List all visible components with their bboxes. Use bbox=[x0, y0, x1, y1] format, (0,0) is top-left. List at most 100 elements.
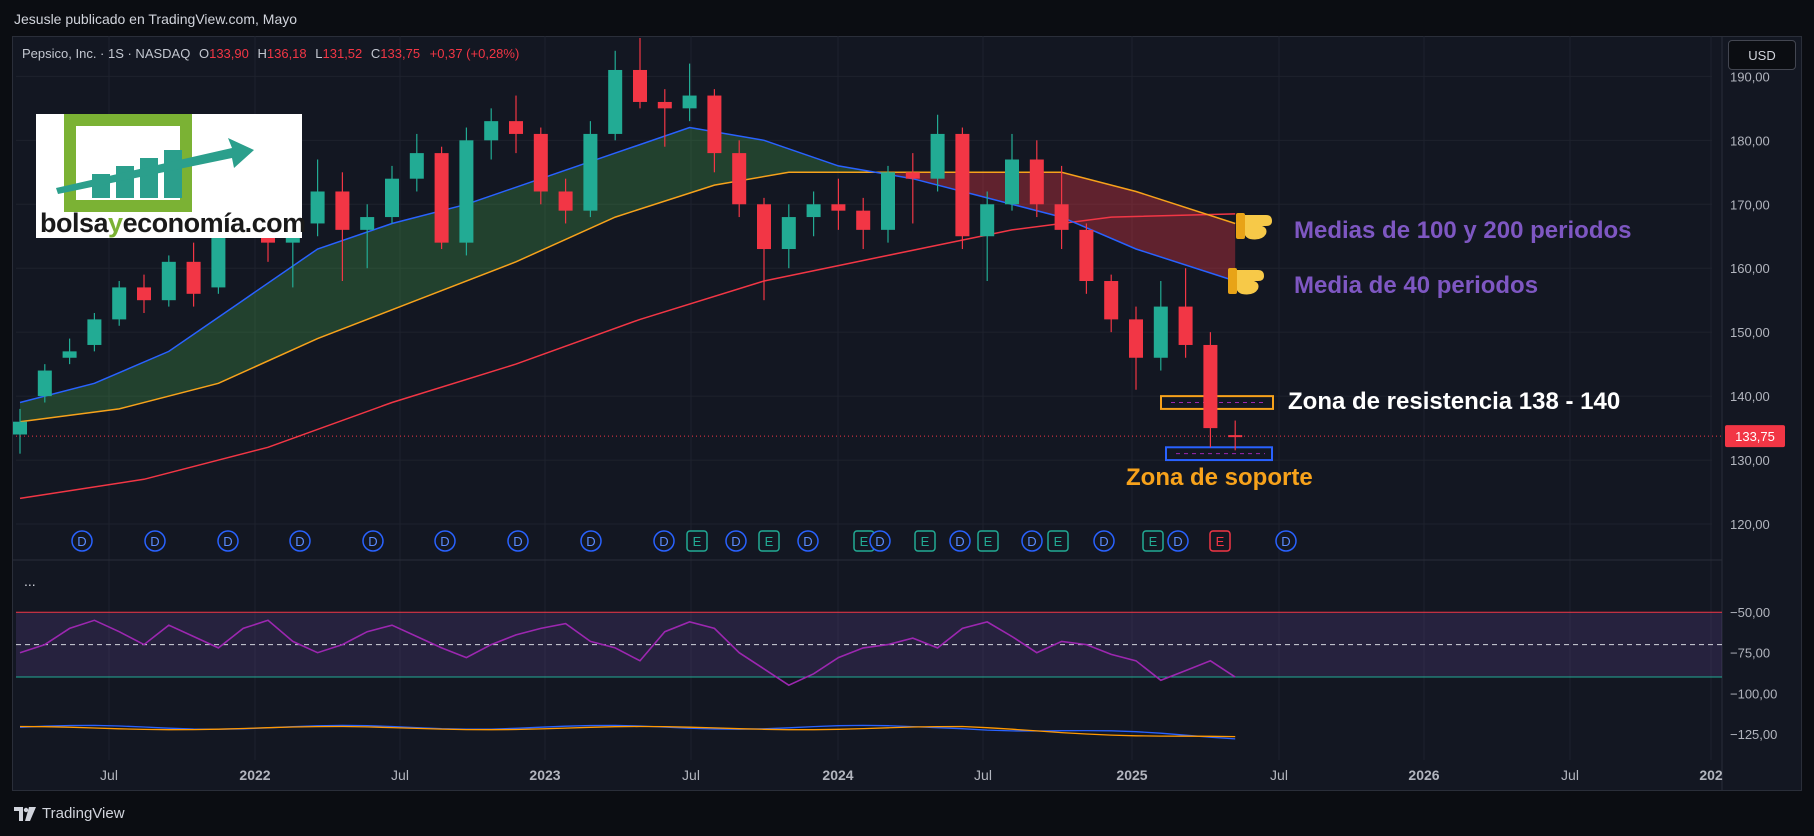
candle-body[interactable] bbox=[459, 140, 474, 243]
candle-body[interactable] bbox=[980, 204, 995, 237]
candle-body[interactable] bbox=[1203, 344, 1218, 429]
candle-body[interactable] bbox=[62, 351, 77, 358]
candle-body[interactable] bbox=[732, 153, 747, 205]
earnings-marker[interactable] bbox=[914, 530, 936, 552]
dividend-marker[interactable] bbox=[434, 530, 456, 552]
dividend-marker[interactable] bbox=[653, 530, 675, 552]
candle-body[interactable] bbox=[112, 287, 127, 320]
candle-body[interactable] bbox=[707, 95, 722, 154]
chart-frame[interactable] bbox=[12, 36, 1802, 791]
dividend-marker[interactable] bbox=[507, 530, 529, 552]
candle-body[interactable] bbox=[1178, 306, 1193, 345]
high-label: H bbox=[257, 46, 267, 61]
price-tick-label: 140,00 bbox=[1730, 389, 1770, 404]
open-label: O bbox=[198, 46, 210, 61]
candle-body[interactable] bbox=[558, 191, 573, 211]
last-price-label: 133,75 bbox=[1735, 429, 1775, 444]
last-price-badge bbox=[1725, 425, 1785, 448]
dividend-marker[interactable] bbox=[949, 530, 971, 552]
candle-body[interactable] bbox=[409, 153, 424, 179]
pane-menu[interactable]: ... bbox=[24, 573, 36, 589]
candle-body[interactable] bbox=[881, 172, 895, 230]
close-label: C bbox=[370, 46, 381, 61]
candle-body[interactable] bbox=[137, 287, 151, 301]
candle-body[interactable] bbox=[930, 133, 945, 179]
currency-button[interactable]: USD bbox=[1728, 40, 1796, 70]
event-marker-label: E bbox=[921, 534, 930, 549]
event-marker-label: D bbox=[731, 534, 740, 549]
candle-body[interactable] bbox=[1029, 159, 1044, 205]
candle-body[interactable] bbox=[1129, 319, 1143, 358]
dividend-marker[interactable] bbox=[869, 530, 891, 552]
dividend-marker[interactable] bbox=[797, 530, 819, 552]
candle-body[interactable] bbox=[13, 421, 27, 435]
dividend-marker[interactable] bbox=[1275, 530, 1297, 552]
time-tick-label: 2025 bbox=[1116, 767, 1147, 783]
candle-body[interactable] bbox=[484, 121, 499, 141]
price-tick-label: 130,00 bbox=[1730, 453, 1770, 468]
candle-body[interactable] bbox=[1054, 204, 1069, 230]
candle-body[interactable] bbox=[831, 204, 846, 211]
candle-body[interactable] bbox=[310, 191, 325, 224]
dividend-marker[interactable] bbox=[725, 530, 747, 552]
candle-body[interactable] bbox=[682, 95, 697, 109]
dividend-marker[interactable] bbox=[217, 530, 239, 552]
rsi-line bbox=[19, 619, 1236, 687]
event-marker-label: D bbox=[955, 534, 964, 549]
candle-body[interactable] bbox=[1079, 229, 1094, 282]
dividend-marker[interactable] bbox=[580, 530, 602, 552]
price-tick-label: 180,00 bbox=[1730, 133, 1770, 148]
price-axis: 190,00 180,00 170,00 160,00 150,00 140,00 130,… bbox=[12, 36, 1785, 790]
annotations: Medias de 100 y 200 periodos Media de 40 … bbox=[1126, 213, 1632, 491]
publisher-caption: Jesusle publicado en TradingView.com, Ma… bbox=[14, 11, 298, 27]
candle-body[interactable] bbox=[583, 133, 598, 211]
candle-body[interactable] bbox=[955, 133, 970, 237]
candle-body[interactable] bbox=[186, 261, 201, 294]
earnings-marker[interactable] bbox=[1047, 530, 1069, 552]
earnings-marker[interactable] bbox=[1142, 530, 1164, 552]
earnings-marker[interactable] bbox=[758, 530, 780, 552]
candle-body[interactable] bbox=[87, 319, 102, 345]
hand-cuff bbox=[1228, 268, 1237, 294]
candle-body[interactable] bbox=[360, 217, 375, 230]
candle-body[interactable] bbox=[657, 101, 672, 109]
bearish-ma-fill bbox=[888, 172, 1236, 281]
candle-body[interactable] bbox=[1104, 281, 1119, 320]
dividend-marker[interactable] bbox=[71, 530, 93, 552]
earnings-marker[interactable] bbox=[977, 530, 999, 552]
candle-body[interactable] bbox=[905, 172, 920, 179]
candle-body[interactable] bbox=[1228, 435, 1243, 438]
dividend-marker[interactable] bbox=[1167, 530, 1189, 552]
candle-body[interactable] bbox=[533, 133, 548, 192]
time-tick-label: 2026 bbox=[1408, 767, 1439, 783]
candle-body[interactable] bbox=[335, 191, 350, 230]
candle-body[interactable] bbox=[434, 153, 449, 243]
time-tick-label: 202 bbox=[1699, 767, 1723, 783]
candle-body[interactable] bbox=[757, 204, 771, 250]
candle-body[interactable] bbox=[633, 69, 647, 102]
dividend-marker[interactable] bbox=[1093, 530, 1115, 552]
time-tick-label: Jul bbox=[391, 767, 409, 783]
candle-body[interactable] bbox=[608, 69, 623, 134]
candle-body[interactable] bbox=[1153, 306, 1168, 358]
candle-body[interactable] bbox=[806, 204, 821, 218]
candle-body[interactable] bbox=[509, 121, 523, 134]
candle-body[interactable] bbox=[161, 261, 176, 301]
candle-body[interactable] bbox=[1005, 159, 1019, 205]
footer[interactable]: TradingView bbox=[14, 805, 125, 822]
candle-body[interactable] bbox=[37, 370, 52, 397]
dividend-marker[interactable] bbox=[362, 530, 384, 552]
hand-shape bbox=[1236, 270, 1264, 295]
candle-body[interactable] bbox=[856, 210, 871, 230]
earnings-marker[interactable] bbox=[1209, 530, 1231, 552]
oscillator-tick-label: −100,00 bbox=[1730, 686, 1777, 701]
symbol-legend[interactable]: Pepsico, Inc. · 1S · NASDAQ O133,90 H136… bbox=[22, 46, 519, 61]
candle-body[interactable] bbox=[781, 217, 796, 250]
dividend-marker[interactable] bbox=[289, 530, 311, 552]
earnings-marker[interactable] bbox=[686, 530, 708, 552]
time-axis: Jul 2022 Jul 2023 Jul 2024 Jul 2025 Jul 2026 Jul 20… bbox=[100, 767, 1723, 783]
dividend-marker[interactable] bbox=[144, 530, 166, 552]
candle-body[interactable] bbox=[385, 178, 399, 218]
dividend-marker[interactable] bbox=[1021, 530, 1043, 552]
